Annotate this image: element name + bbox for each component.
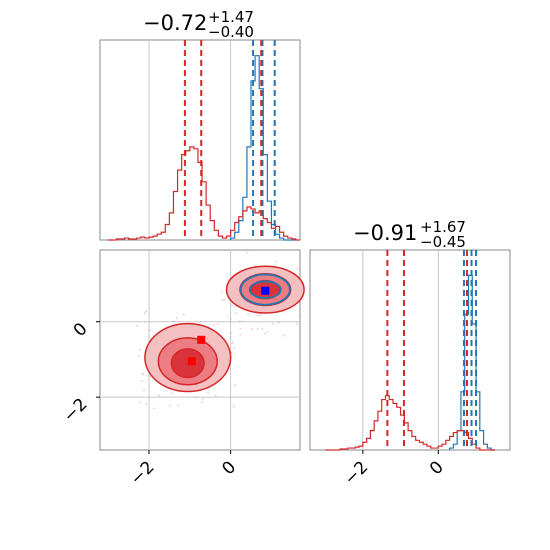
- scatter-point: [231, 342, 234, 345]
- scatter-point: [214, 394, 217, 397]
- scatter-point: [138, 401, 141, 404]
- scatter-point: [229, 317, 232, 320]
- scatter-point: [257, 314, 259, 317]
- scatter-point: [226, 315, 229, 318]
- scatter-point: [175, 317, 178, 319]
- scatter-point: [229, 332, 232, 335]
- scatter-point: [182, 313, 185, 316]
- scatter-point: [217, 323, 219, 326]
- scatter-point: [239, 333, 242, 336]
- scatter-point: [213, 324, 215, 326]
- scatter-point: [238, 320, 241, 323]
- scatter-point: [229, 336, 232, 339]
- scatter-point: [141, 373, 144, 375]
- scatter-point: [169, 405, 172, 408]
- hist2-x-tick-label: 0: [426, 457, 448, 479]
- scatter-point: [259, 314, 262, 317]
- scatter-point: [143, 312, 146, 314]
- hist1-title: −0.72: [143, 11, 207, 35]
- scatter-point: [141, 380, 144, 382]
- scatter-point: [235, 312, 238, 315]
- scatter-point: [145, 310, 148, 313]
- scatter-point: [239, 249, 242, 252]
- blue-contour: [248, 280, 282, 299]
- scatter-point: [266, 331, 269, 333]
- scatter-point: [136, 325, 138, 327]
- scatter-point: [143, 389, 145, 392]
- scatter-point: [142, 372, 145, 375]
- scatter-point: [145, 402, 148, 405]
- scatter-point: [247, 313, 249, 316]
- scatter-point: [230, 304, 233, 307]
- hist1-title-sub: −0.40: [208, 23, 254, 41]
- scatter-x-tick-label: 0: [218, 457, 240, 479]
- red-contour-inner: [170, 348, 205, 379]
- hist2-x-tick-label: −2: [341, 457, 373, 489]
- scatter-point: [223, 299, 226, 302]
- scatter-y-tick-label: 0: [70, 319, 92, 341]
- scatter-point: [246, 251, 249, 254]
- hist1-frame: [99, 39, 301, 241]
- scatter-point: [195, 396, 198, 399]
- scatter-point: [275, 260, 278, 263]
- scatter-point: [295, 322, 298, 325]
- scatter-point: [239, 327, 242, 330]
- hist2-frame: [309, 249, 511, 451]
- hist2-title-sup: +1.67: [420, 218, 466, 236]
- scatter-point: [170, 392, 173, 395]
- scatter-point: [282, 334, 285, 337]
- blue-contour: [239, 273, 291, 306]
- scatter-point: [220, 290, 223, 293]
- scatter-marker-red: [197, 335, 206, 344]
- scatter-point: [282, 310, 285, 313]
- scatter-point: [207, 392, 209, 394]
- scatter-y-tick-label: −2: [60, 395, 92, 427]
- scatter-point: [230, 351, 233, 354]
- scatter-point: [277, 321, 280, 324]
- scatter-point: [138, 354, 140, 357]
- scatter-point: [233, 346, 236, 349]
- scatter-point: [201, 397, 204, 400]
- hist2-title-sub: −0.45: [420, 233, 466, 251]
- hist2-red-series: [325, 395, 495, 451]
- scatter-point: [144, 321, 146, 323]
- scatter-point: [256, 328, 259, 330]
- scatter-point: [221, 299, 224, 302]
- scatter-point: [149, 329, 151, 332]
- scatter-point: [158, 394, 160, 397]
- scatter-point: [148, 375, 151, 378]
- scatter-point: [251, 328, 253, 330]
- scatter-point: [138, 348, 141, 351]
- scatter-point: [234, 384, 236, 386]
- scatter-point: [177, 404, 180, 407]
- scatter-marker-blue: [261, 286, 270, 295]
- scatter-point: [263, 332, 266, 335]
- hist2-title: −0.91: [353, 221, 417, 245]
- scatter-point: [153, 407, 156, 410]
- hist1-title-sup: +1.47: [208, 8, 254, 26]
- scatter-x-tick-label: −2: [127, 457, 159, 489]
- scatter-point: [296, 267, 299, 270]
- scatter-point: [232, 405, 235, 408]
- scatter-point: [271, 322, 274, 325]
- scatter-marker-red: [187, 357, 196, 366]
- scatter-point: [232, 341, 234, 343]
- scatter-point: [240, 320, 243, 323]
- scatter-point: [201, 401, 203, 404]
- hist1-red-series: [108, 146, 300, 241]
- scatter-frame: [99, 249, 301, 451]
- scatter-point: [298, 315, 301, 317]
- scatter-point: [261, 327, 264, 330]
